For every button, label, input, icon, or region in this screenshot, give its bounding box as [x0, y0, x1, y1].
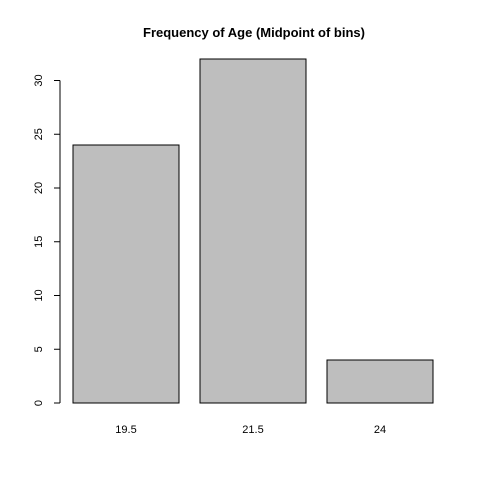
y-tick-label: 0: [33, 400, 45, 406]
y-tick-label: 15: [33, 236, 45, 248]
x-tick-label: 24: [374, 424, 386, 436]
x-tick-label: 19.5: [115, 424, 136, 436]
bar-24: [326, 359, 434, 404]
chart-title: Frequency of Age (Midpoint of bins): [143, 25, 365, 40]
y-tick-label: 5: [33, 346, 45, 352]
x-tick-label: 21.5: [242, 424, 263, 436]
bars: [72, 58, 434, 404]
y-tick-label: 20: [33, 182, 45, 194]
y-tick-label: 10: [33, 289, 45, 301]
x-tick-labels: 19.5 21.5 24: [115, 424, 386, 436]
y-tick-label: 30: [33, 74, 45, 86]
y-axis: 0 5 10 15 20 25 30: [33, 74, 61, 406]
bar-19.5: [72, 144, 180, 404]
y-tick-label: 25: [33, 128, 45, 140]
bar-21.5: [199, 58, 307, 404]
